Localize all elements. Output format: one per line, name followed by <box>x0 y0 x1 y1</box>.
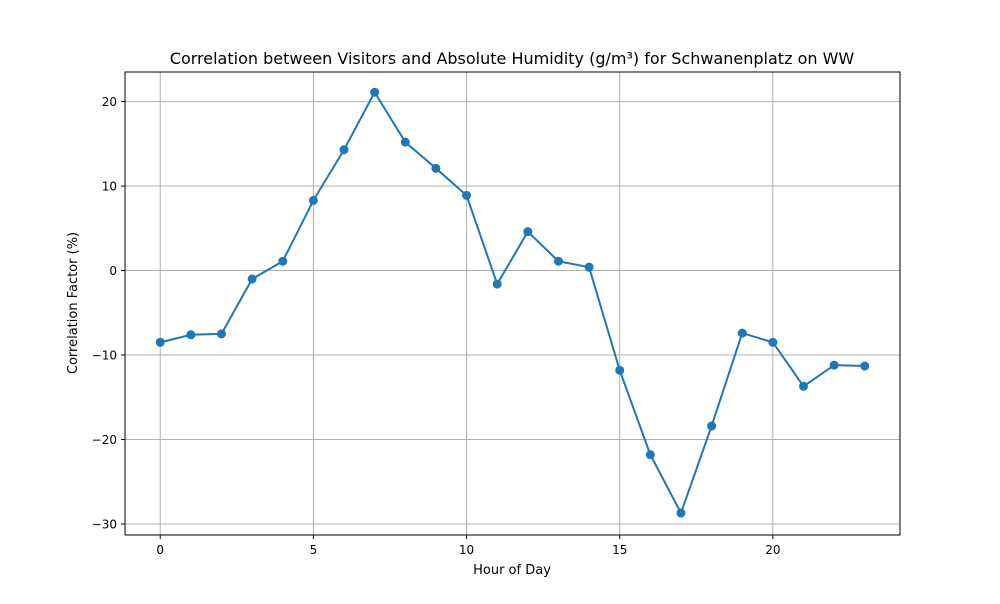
x-tick-label: 10 <box>459 543 474 557</box>
x-tick-label: 5 <box>310 543 318 557</box>
y-tick-label: 20 <box>102 95 117 109</box>
data-point <box>431 163 441 173</box>
y-tick-label: 10 <box>102 180 117 194</box>
series-line <box>159 91 865 515</box>
data-point <box>829 360 839 370</box>
data-point <box>707 421 717 431</box>
data-point <box>860 361 870 371</box>
data-point <box>216 329 226 339</box>
data-point <box>339 145 349 155</box>
data-point <box>584 262 594 272</box>
y-axis-label: Correlation Factor (%) <box>66 232 81 374</box>
x-tick-label: 15 <box>612 543 627 557</box>
data-point <box>523 227 533 237</box>
y-tick-label: −20 <box>92 433 117 447</box>
x-tick-label: 20 <box>765 543 780 557</box>
data-point <box>155 337 165 347</box>
data-point <box>645 450 655 460</box>
y-tick-label: −30 <box>92 518 117 532</box>
data-point <box>768 337 778 347</box>
y-tick-label: 0 <box>109 264 117 278</box>
data-point <box>186 330 196 340</box>
data-point <box>553 256 563 266</box>
tick-layer: 0 5 10 15 20 −30 −20 −10 0 10 20 <box>92 95 781 557</box>
data-point <box>308 195 318 205</box>
data-point <box>462 190 472 200</box>
data-point <box>400 137 410 147</box>
series-layer <box>155 87 870 518</box>
data-point <box>615 365 625 375</box>
data-point <box>278 256 288 266</box>
chart-title: Correlation between Visitors and Absolut… <box>170 49 855 68</box>
data-point <box>737 328 747 338</box>
data-point <box>370 87 380 97</box>
grid-layer <box>125 72 900 535</box>
data-point <box>492 279 502 289</box>
y-tick-label: −10 <box>92 349 117 363</box>
plot-frame <box>124 71 901 536</box>
x-axis-label: Hour of Day <box>473 563 551 578</box>
data-point <box>799 381 809 391</box>
data-point <box>247 274 257 284</box>
x-tick-label: 0 <box>156 543 164 557</box>
data-point <box>676 508 686 518</box>
